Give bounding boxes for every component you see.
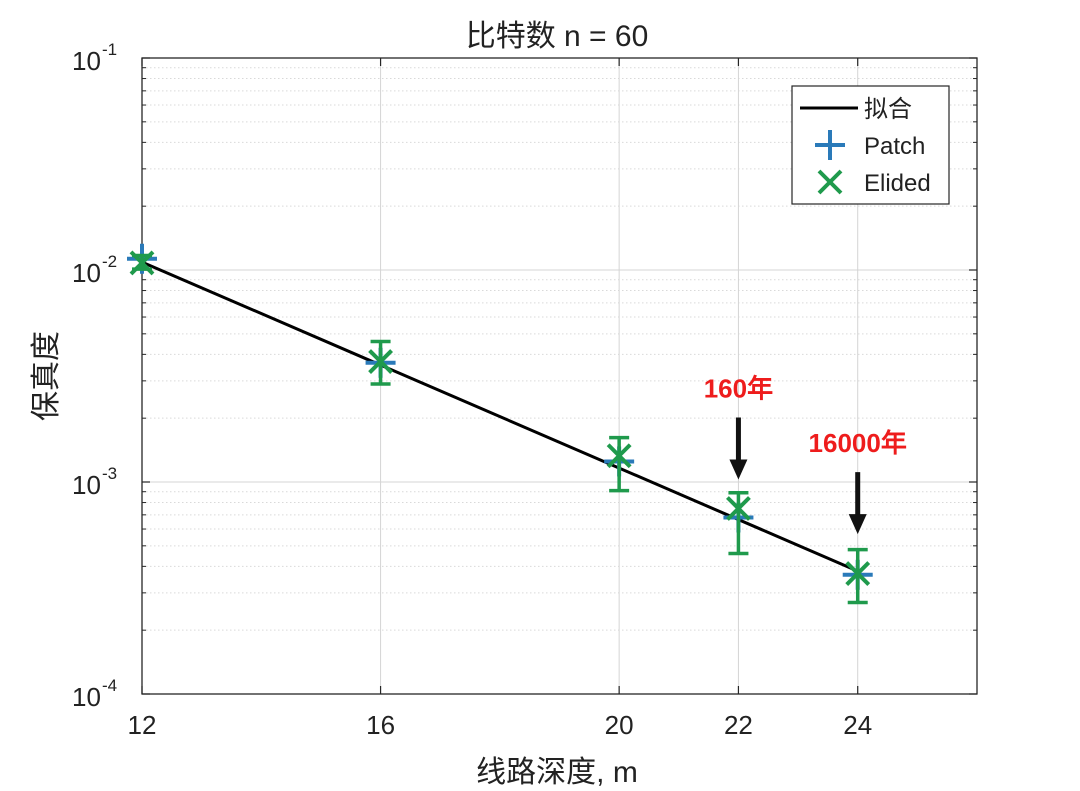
elided-marker-stroke — [129, 250, 155, 276]
y-axis-label: 保真度 — [30, 331, 63, 421]
elided-marker-stroke — [845, 561, 871, 586]
series — [127, 243, 873, 605]
annotation: 16000年 — [809, 428, 907, 535]
annotation-arrow-head — [729, 459, 748, 480]
elided-marker — [845, 561, 871, 586]
elided-marker — [606, 443, 632, 469]
elided-error-bar — [728, 490, 749, 556]
elided-marker — [368, 349, 393, 374]
legend-x-swatch — [817, 169, 843, 195]
y-tick-label: 10 — [72, 470, 101, 500]
x-tick-label: 20 — [605, 710, 634, 740]
x-axis-label: 线路深度, m — [476, 756, 638, 789]
elided-error-bar — [609, 435, 630, 493]
annotations: 160年 16000年 — [704, 374, 907, 535]
annotation-label: 16000年 — [809, 428, 907, 458]
elided-marker-stroke — [368, 349, 393, 374]
annotation: 160年 — [704, 374, 773, 480]
y-tick-exponent: -3 — [102, 464, 117, 483]
legend-entry: Patch — [815, 130, 925, 160]
y-tick-label: 10 — [72, 258, 101, 288]
x-tick-label: 16 — [366, 710, 395, 740]
fit-line — [141, 260, 859, 573]
legend-entry: Elided — [817, 169, 931, 197]
legend-entry: 拟合 — [800, 96, 912, 123]
x-tick-label: 12 — [128, 710, 157, 740]
elided-marker-stroke — [606, 443, 632, 469]
elided-marker — [129, 250, 155, 276]
plot-frame — [141, 57, 978, 695]
legend-label: Patch — [864, 133, 925, 160]
y-tick-exponent: -2 — [102, 252, 117, 271]
legend-label: Elided — [864, 170, 931, 197]
chart-title: 比特数 n = 60 — [466, 20, 649, 53]
y-tick-exponent: -1 — [102, 40, 117, 59]
y-tick-exponent: -4 — [102, 676, 117, 695]
legend: 拟合 Patch Elided — [791, 85, 950, 205]
legend-label: 拟合 — [864, 96, 912, 123]
x-tick-label: 24 — [843, 710, 872, 740]
y-tick-label: 10 — [72, 682, 101, 712]
elided-marker-stroke — [726, 496, 751, 521]
y-tick-label: 10 — [72, 46, 101, 76]
annotation-label: 160年 — [704, 374, 773, 404]
annotation-arrow-head — [848, 514, 867, 535]
x-tick-label: 22 — [724, 710, 753, 740]
elided-marker — [726, 496, 751, 521]
